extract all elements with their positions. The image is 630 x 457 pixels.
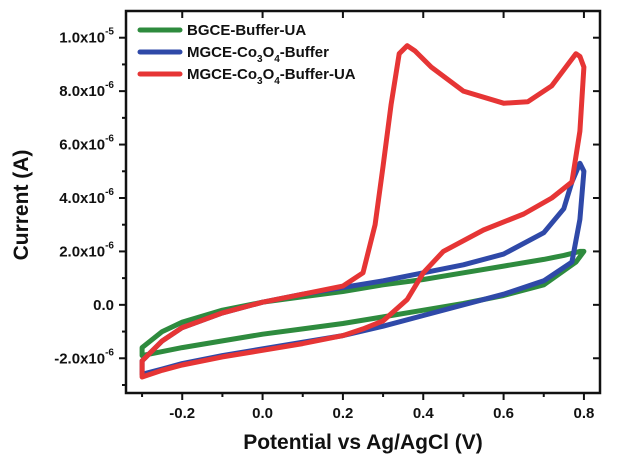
y-tick-mantissa: -2.0x10 <box>54 350 105 367</box>
y-tick-label: 4.0x10-6 <box>59 187 114 207</box>
legend-text-part: -Buffer <box>280 44 329 61</box>
legend-text-part: O <box>263 66 275 83</box>
y-tick-mantissa: 2.0x10 <box>59 243 105 260</box>
y-tick-label: 0.0 <box>93 297 114 314</box>
plot-frame <box>124 9 602 395</box>
y-tick-exponent: -5 <box>105 27 114 38</box>
x-tick-label: 0.0 <box>252 405 273 422</box>
x-tick-label: 0.4 <box>413 405 435 422</box>
legend-label-1: BGCE-Buffer-UA <box>187 22 306 39</box>
legend-text-part: O <box>263 44 275 61</box>
y-tick-exponent: -6 <box>105 134 114 145</box>
y-tick-mantissa: 0.0 <box>93 297 114 314</box>
legend-text-part: -Buffer-UA <box>280 66 356 83</box>
series-line-3 <box>139 43 587 380</box>
legend-text-part: 4 <box>274 76 280 87</box>
y-tick-exponent: -6 <box>105 187 114 198</box>
legend-text-part: 3 <box>257 54 263 65</box>
x-tick-label: 0.8 <box>574 405 595 422</box>
legend-text-part: MGCE-Co <box>187 44 257 61</box>
y-tick-label: 2.0x10-6 <box>59 240 114 260</box>
y-tick-exponent: -6 <box>105 347 114 358</box>
legend-text-part: BGCE-Buffer-UA <box>187 22 306 39</box>
x-axis-title: Potential vs Ag/AgCl (V) <box>243 431 483 454</box>
y-tick-mantissa: 4.0x10 <box>59 190 105 207</box>
legend-label-3: MGCE-Co3O4-Buffer-UA <box>187 66 356 87</box>
y-axis-title: Current (A) <box>10 150 33 261</box>
ticks-layer: -0.2 0.0 0.2 0.4 0.6 0.8-2.0x10-60.02.0x10-64… <box>54 11 600 422</box>
series-layer <box>139 43 587 380</box>
y-tick-mantissa: 8.0x10 <box>59 83 105 100</box>
y-tick-label: 6.0x10-6 <box>59 134 114 154</box>
legend-text-part: MGCE-Co <box>187 66 257 83</box>
y-tick-exponent: -6 <box>105 240 114 251</box>
legend-label-2: MGCE-Co3O4-Buffer <box>187 44 329 65</box>
y-tick-label: -2.0x10-6 <box>54 347 114 367</box>
y-tick-mantissa: 6.0x10 <box>59 137 105 154</box>
x-tick-label: -0.2 <box>169 405 195 422</box>
y-tick-mantissa: 1.0x10 <box>59 30 105 47</box>
y-tick-label: 1.0x10-5 <box>59 27 114 47</box>
x-tick-label: 0.6 <box>493 405 514 422</box>
legend-text-part: 4 <box>274 54 280 65</box>
x-tick-label: 0.2 <box>332 405 353 422</box>
legend: BGCE-Buffer-UAMGCE-Co3O4-BufferMGCE-Co3O… <box>137 22 356 87</box>
legend-text-part: 3 <box>257 76 263 87</box>
y-tick-exponent: -6 <box>105 80 114 91</box>
y-tick-label: 8.0x10-6 <box>59 80 114 100</box>
